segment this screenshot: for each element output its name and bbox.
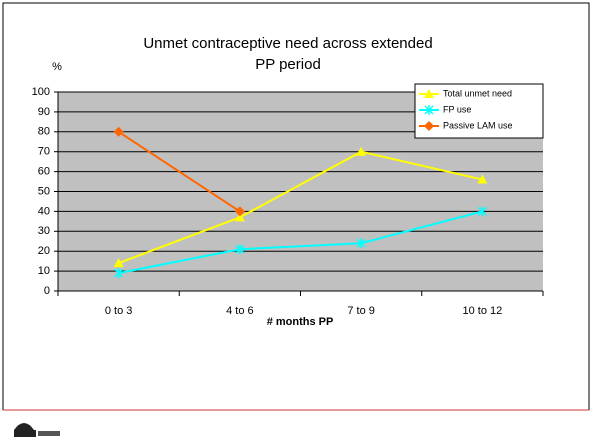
x-tick-label: 0 to 3 [105,305,133,317]
y-tick-label: 60 [38,166,50,178]
legend: Total unmet need FP use Passive LAM use [414,83,544,139]
slide-frame [2,2,590,410]
y-tick-label: 50 [38,185,50,197]
legend-label: Total unmet need [443,88,512,98]
y-tick-label: 30 [38,225,50,237]
marker [234,206,245,217]
series-line [118,210,483,275]
x-tick-label: 4 to 6 [226,305,254,317]
marker [113,258,124,268]
x-axis-label: # months PP [267,316,334,328]
logo-arch [14,423,34,430]
legend-label: Passive LAM use [443,120,513,130]
legend-label: FP use [443,104,471,114]
x-tick-label: 7 to 9 [347,305,375,317]
logo [14,423,60,437]
chart-title: PP period [255,56,321,73]
y-tick-label: 70 [38,146,50,158]
x-tick-label: 10 to 12 [462,305,502,317]
y-tick-label: 10 [38,265,50,277]
y-tick-label: 0 [44,285,50,297]
marker [477,174,488,184]
marker [424,89,434,98]
logo-base [14,430,36,437]
marker [234,212,245,222]
y-tick-label: 20 [38,245,50,257]
marker [356,146,367,156]
series-line [118,150,483,265]
marker [113,126,124,137]
y-axis-label: % [52,61,62,73]
marker [424,121,434,131]
marker [114,268,124,279]
y-tick-label: 40 [38,205,50,217]
chart-title: Unmet contraceptive need across extended [143,35,432,52]
y-tick-label: 90 [38,106,50,118]
logo-mark [38,431,60,436]
marker [356,238,366,249]
y-tick-label: 100 [32,86,50,98]
series-line [118,130,241,213]
y-tick-label: 80 [38,126,50,138]
marker [424,105,434,115]
marker [235,244,245,255]
marker [477,206,487,217]
